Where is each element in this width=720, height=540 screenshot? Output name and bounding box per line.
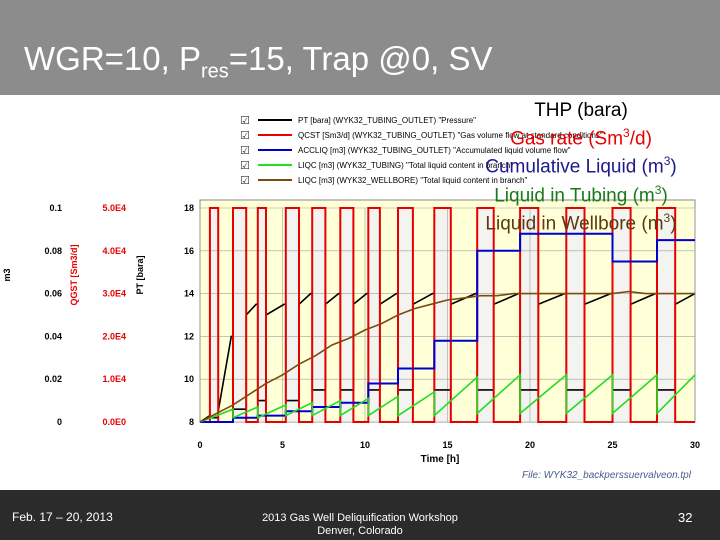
chart: ☑ PT [bara] (WYK32_TUBING_OUTLET) "Pressu… bbox=[2, 114, 700, 465]
annotation-cumulative-liquid: Cumulative Liquid (m3) bbox=[485, 154, 677, 178]
title-text-end: =15, Trap @0, SV bbox=[228, 40, 493, 77]
y-axis-2-tick-2: 12 bbox=[184, 331, 194, 341]
legend-entry-0: PT [bara] (WYK32_TUBING_OUTLET) "Pressur… bbox=[298, 116, 476, 125]
y-axis-2-label: PT [bara] bbox=[135, 255, 145, 294]
annotation-gas-rate: Gas rate (Sm3/d) bbox=[510, 126, 652, 150]
x-axis-label: Time [h] bbox=[421, 454, 460, 465]
chart-series bbox=[199, 207, 696, 423]
x-tick-label-1: 5 bbox=[280, 440, 285, 450]
y-axis-2-tick-4: 16 bbox=[184, 246, 194, 256]
y-axis-1-label: QGST [Sm3/d] bbox=[69, 244, 79, 305]
slide-footer: Feb. 17 – 20, 2013 2013 Gas Well Deliqui… bbox=[0, 490, 720, 540]
legend-checkbox-3: ☑ bbox=[240, 159, 250, 172]
y-axis-2-tick-3: 14 bbox=[184, 289, 194, 299]
footer-conference-line1: 2013 Gas Well Deliquification Workshop bbox=[262, 512, 458, 524]
x-tick-label-2: 10 bbox=[360, 440, 370, 450]
series-line-4 bbox=[199, 290, 695, 423]
y-axis-0-tick-3: 0.06 bbox=[44, 289, 62, 299]
y-axis-1-tick-0: 0.0E0 bbox=[102, 417, 126, 427]
legend-entry-1: QCST [Sm3/d] (WYK32_TUBING_OUTLET) "Gas … bbox=[298, 131, 603, 140]
y-axis-1-tick-3: 3.0E4 bbox=[102, 289, 126, 299]
y-axis-1-tick-1: 1.0E4 bbox=[102, 374, 126, 384]
valve-open-band-0 bbox=[209, 208, 219, 422]
legend-entry-2: ACCLIQ [m3] (WYK32_TUBING_OUTLET) "Accum… bbox=[298, 146, 571, 155]
valve-open-band-9 bbox=[477, 208, 494, 422]
series-annotations: THP (bara) Gas rate (Sm3/d) Cumulative L… bbox=[442, 100, 720, 235]
legend-entry-3: LIQC [m3] (WYK32_TUBING) "Total liquid c… bbox=[298, 161, 513, 170]
y-axis-0-tick-5: 0.1 bbox=[49, 203, 62, 213]
valve-open-band-3 bbox=[285, 208, 299, 422]
legend-checkbox-4: ☑ bbox=[240, 174, 250, 187]
page-number: 32 bbox=[678, 510, 693, 525]
x-tick-label-0: 0 bbox=[197, 440, 202, 450]
title-text: WGR=10, P bbox=[24, 40, 201, 77]
y-axis-2-tick-5: 18 bbox=[184, 203, 194, 213]
legend-entry-4: LIQC [m3] (WYK32_WELLBORE) "Total liquid… bbox=[298, 176, 527, 185]
valve-open-band-8 bbox=[434, 208, 451, 422]
y-axis-0-tick-0: 0 bbox=[57, 417, 62, 427]
valve-open-band-11 bbox=[566, 208, 585, 422]
valve-open-band-2 bbox=[257, 208, 266, 422]
valve-open-band-5 bbox=[340, 208, 354, 422]
valve-open-band-1 bbox=[233, 208, 247, 422]
slide-title: WGR=10, Pres=15, Trap @0, SV bbox=[24, 40, 493, 84]
chart-legend: ☑ PT [bara] (WYK32_TUBING_OUTLET) "Pressu… bbox=[240, 114, 603, 187]
y-axis-1-tick-5: 5.0E4 bbox=[102, 203, 126, 213]
y-axis-2-tick-1: 10 bbox=[184, 374, 194, 384]
file-caption: File: WYK32_backperssuervalveon.tpl bbox=[522, 470, 691, 481]
chart-axes: 0 0.02 0.04 0.06 0.08 0.1 m3 0.0E0 1.0E4 2.0E4 3.0… bbox=[2, 203, 194, 427]
series-line-3 bbox=[199, 373, 696, 423]
footer-date: Feb. 17 – 20, 2013 bbox=[12, 510, 113, 524]
series-line-2 bbox=[200, 232, 695, 423]
x-tick-label-4: 20 bbox=[525, 440, 535, 450]
y-axis-0-tick-2: 0.04 bbox=[44, 331, 62, 341]
legend-checkbox-1: ☑ bbox=[240, 129, 250, 142]
x-tick-label-6: 30 bbox=[690, 440, 700, 450]
title-subscript: res bbox=[200, 60, 229, 83]
y-axis-1-tick-4: 4.0E4 bbox=[102, 246, 126, 256]
annotation-liquid-tubing: Liquid in Tubing (m3) bbox=[494, 182, 668, 206]
footer-conference-line2: Denver, Colorado bbox=[317, 525, 403, 537]
valve-open-band-4 bbox=[312, 208, 326, 422]
valve-open-bands bbox=[209, 208, 676, 422]
valve-open-band-10 bbox=[520, 208, 539, 422]
y-axis-0-tick-1: 0.02 bbox=[44, 374, 62, 384]
x-tick-label-5: 25 bbox=[607, 440, 617, 450]
annotation-liquid-wellbore: Liquid in Wellbore (m3) bbox=[485, 210, 677, 235]
valve-open-band-6 bbox=[368, 208, 380, 422]
y-axis-0-label: m3 bbox=[2, 268, 12, 281]
annotation-thp: THP (bara) bbox=[534, 100, 628, 121]
y-axis-1-tick-2: 2.0E4 bbox=[102, 331, 126, 341]
legend-checkbox-0: ☑ bbox=[240, 114, 250, 127]
x-tick-label-3: 15 bbox=[442, 440, 452, 450]
footer-conference: 2013 Gas Well Deliquification Workshop D… bbox=[230, 512, 490, 538]
slide-header: WGR=10, Pres=15, Trap @0, SV bbox=[0, 0, 720, 95]
valve-open-band-13 bbox=[657, 208, 676, 422]
legend-checkbox-2: ☑ bbox=[240, 144, 250, 157]
series-line-1 bbox=[200, 207, 695, 423]
y-axis-2-tick-0: 8 bbox=[189, 417, 194, 427]
y-axis-0-tick-4: 0.08 bbox=[44, 246, 62, 256]
